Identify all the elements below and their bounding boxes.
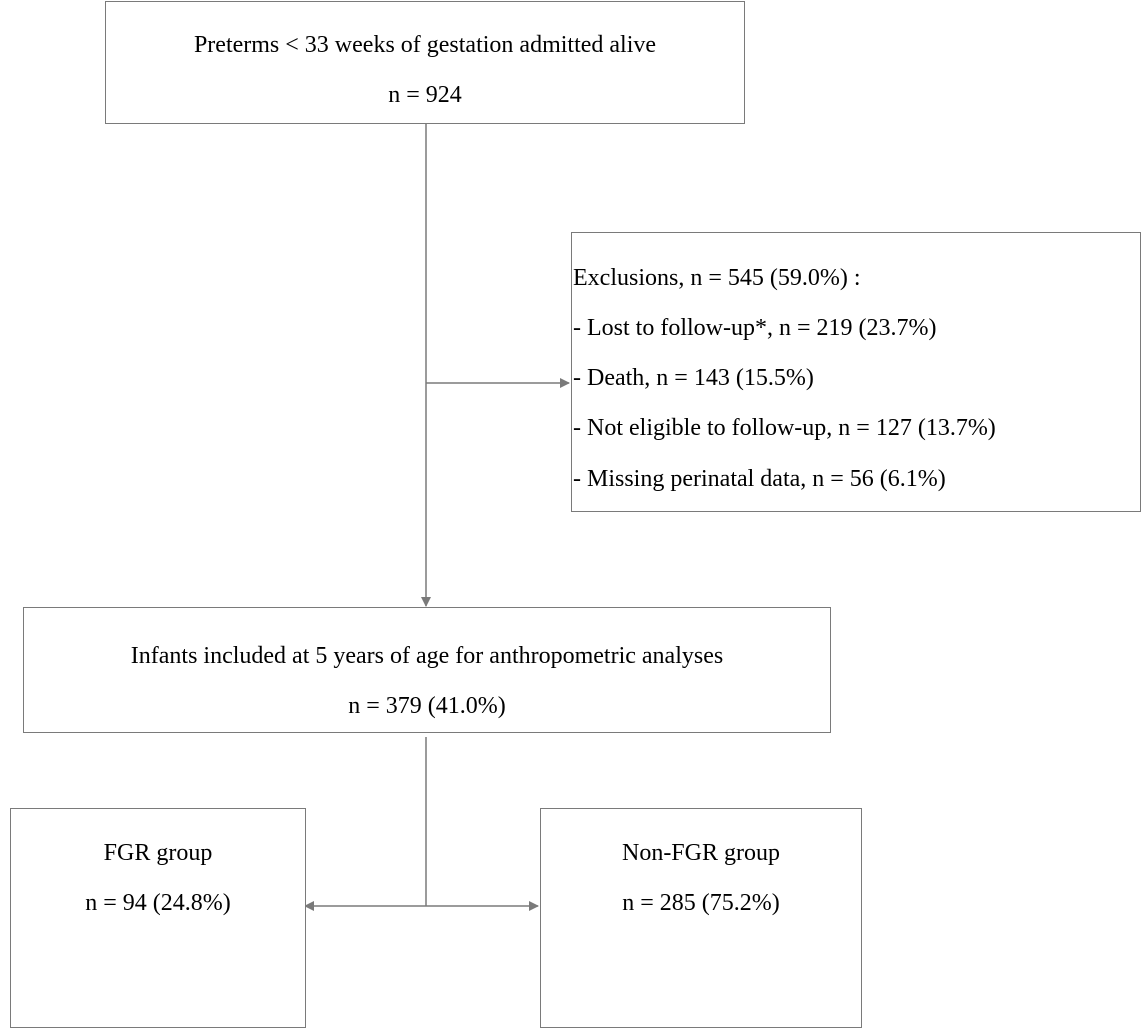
non-fgr-group-box: Non-FGR group n = 285 (75.2%) bbox=[540, 808, 862, 1028]
start-box-title: Preterms < 33 weeks of gestation admitte… bbox=[193, 32, 657, 58]
exclusion-item: - Lost to follow-up*, n = 219 (23.7%) bbox=[573, 315, 937, 341]
included-box-count: n = 379 (41.0%) bbox=[348, 693, 506, 719]
exclusion-item: - Missing perinatal data, n = 56 (6.1%) bbox=[573, 466, 946, 492]
fgr-group-count: n = 94 (24.8%) bbox=[85, 890, 231, 916]
exclusion-item: - Not eligible to follow-up, n = 127 (13… bbox=[573, 415, 996, 441]
exclusions-title: Exclusions, n = 545 (59.0%) : bbox=[573, 265, 861, 291]
included-box: Infants included at 5 years of age for a… bbox=[23, 607, 831, 733]
fgr-group-title: FGR group bbox=[103, 840, 213, 866]
included-box-title: Infants included at 5 years of age for a… bbox=[130, 643, 724, 669]
start-box-count: n = 924 bbox=[388, 82, 462, 108]
non-fgr-group-count: n = 285 (75.2%) bbox=[622, 890, 780, 916]
exclusion-item: - Death, n = 143 (15.5%) bbox=[573, 365, 814, 391]
fgr-group-box: FGR group n = 94 (24.8%) bbox=[10, 808, 306, 1028]
start-box: Preterms < 33 weeks of gestation admitte… bbox=[105, 1, 745, 124]
exclusions-box: Exclusions, n = 545 (59.0%) : - Lost to … bbox=[571, 232, 1141, 512]
non-fgr-group-title: Non-FGR group bbox=[621, 840, 780, 866]
